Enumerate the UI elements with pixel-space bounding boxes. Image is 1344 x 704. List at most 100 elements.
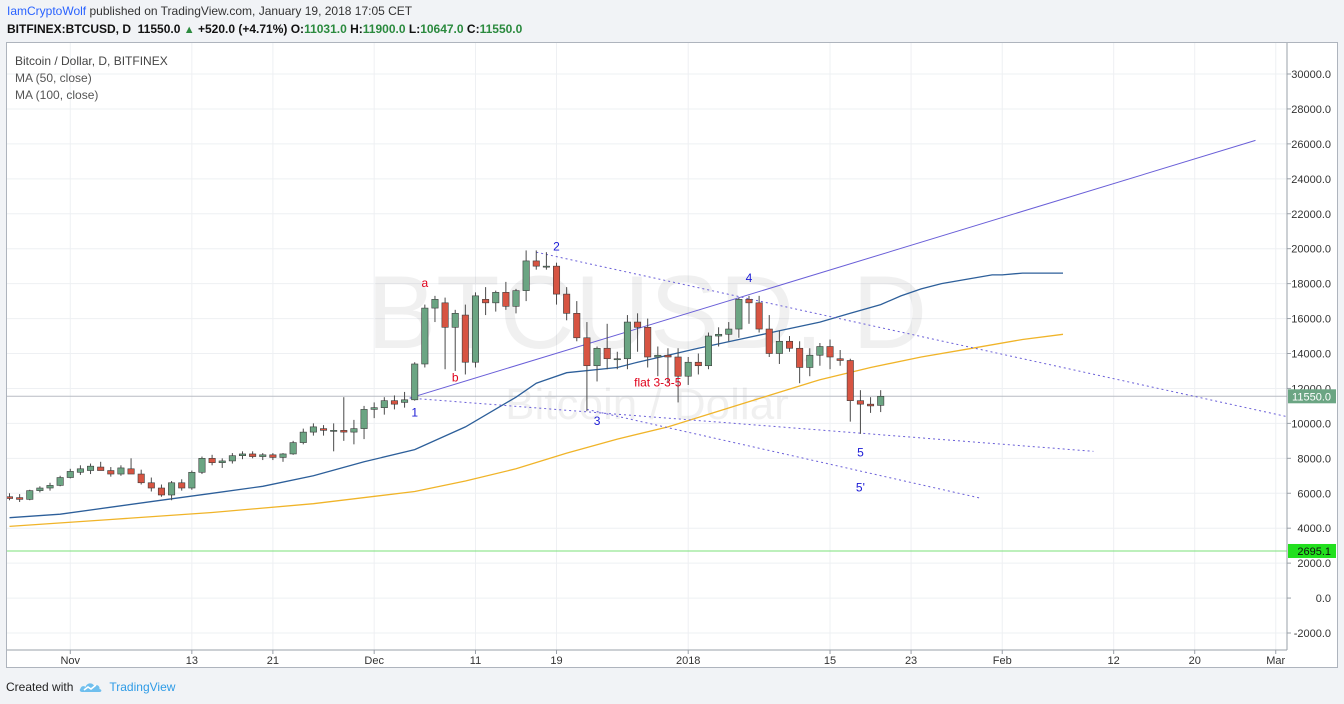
candle-19 — [198, 456, 206, 475]
candle-66 — [674, 348, 682, 403]
time-tick-7: 15 — [824, 655, 836, 667]
candle-78 — [796, 341, 804, 384]
wave-label-1: b — [452, 370, 459, 384]
last-price-badge — [1288, 389, 1336, 404]
candle-17 — [178, 479, 186, 491]
candle-2 — [26, 489, 34, 501]
time-tick-0: Nov — [60, 655, 80, 667]
price-axis: 30000.0 28000.0 26000.0 24000.0 22000.0 20000… — [1286, 43, 1336, 650]
candle-10 — [107, 467, 115, 477]
candle-69 — [704, 332, 712, 370]
legend-ma50: MA (50, close) — [15, 71, 92, 85]
candle-1 — [16, 494, 24, 502]
price-tick-7: 16000.0 — [1291, 314, 1331, 326]
time-tick-5: 19 — [550, 655, 562, 667]
candle-27 — [279, 453, 287, 462]
price-tick-10: 10000.0 — [1291, 418, 1331, 430]
candle-45 — [461, 304, 469, 375]
price-tick-0: 30000.0 — [1291, 69, 1331, 81]
candle-7 — [76, 465, 84, 475]
candle-70 — [715, 327, 723, 347]
open-value: 11031.0 — [304, 22, 347, 36]
price-tick-4: 22000.0 — [1291, 209, 1331, 221]
candle-67 — [684, 356, 692, 385]
time-tick-8: 23 — [905, 655, 917, 667]
price-change: +520.0 (+4.71%) — [197, 22, 288, 36]
candle-35 — [360, 405, 368, 440]
candle-68 — [694, 353, 702, 375]
candles — [7, 250, 885, 502]
price-tick-8: 14000.0 — [1291, 349, 1331, 361]
price-tick-6: 18000.0 — [1291, 279, 1331, 291]
price-tick-12: 6000.0 — [1297, 488, 1331, 500]
candle-60 — [613, 351, 621, 370]
wave-label-2: 1 — [411, 405, 418, 419]
tradingview-brand: TradingView — [109, 680, 176, 694]
low-label: L: — [408, 22, 421, 36]
high-value: 11900.0 — [362, 22, 406, 36]
wave-label-3: 2 — [553, 239, 560, 253]
candle-9 — [97, 461, 105, 471]
candle-86 — [877, 390, 885, 413]
candle-49 — [502, 281, 510, 310]
wave-label-6: flat 3-3-5 — [634, 376, 682, 390]
candle-26 — [269, 453, 277, 461]
time-tick-10: 12 — [1108, 655, 1120, 667]
candle-72 — [735, 297, 743, 338]
author-link[interactable]: IamCryptoWolf — [7, 4, 87, 18]
candle-83 — [846, 358, 854, 422]
wave-label-4: 3 — [594, 414, 601, 428]
price-tick-15: 0.0 — [1316, 593, 1331, 605]
price-tick-14: 2000.0 — [1297, 558, 1331, 570]
candle-41 — [421, 304, 429, 368]
candle-13 — [137, 469, 145, 485]
close-value: 11550.0 — [479, 22, 523, 36]
candle-53 — [542, 252, 550, 270]
candle-23 — [238, 451, 246, 460]
up-arrow-icon: ▲ — [183, 24, 195, 36]
candle-77 — [786, 336, 794, 352]
time-tick-11: 20 — [1189, 655, 1201, 667]
candle-80 — [816, 343, 824, 366]
candle-25 — [259, 453, 267, 461]
candle-82 — [836, 350, 844, 366]
candle-3 — [36, 486, 44, 493]
candle-58 — [593, 346, 601, 382]
candle-22 — [228, 453, 236, 464]
rising-trendline — [409, 139, 1256, 399]
candle-79 — [806, 348, 814, 377]
candle-14 — [147, 477, 155, 492]
tradingview-link[interactable]: TradingView — [79, 680, 175, 694]
price-tick-1: 28000.0 — [1291, 104, 1331, 116]
candle-57 — [583, 322, 591, 412]
candle-30 — [309, 423, 317, 436]
wave-label-7: 5 — [857, 446, 864, 460]
footer: Created with TradingView — [6, 676, 175, 698]
wave-annotations: a b 1 2 3 4 flat 3-3-5 5 5' — [411, 239, 865, 494]
price-tick-5: 20000.0 — [1291, 244, 1331, 256]
candle-28 — [289, 440, 297, 455]
candle-84 — [856, 390, 864, 434]
candle-52 — [532, 250, 540, 270]
candle-62 — [634, 313, 642, 352]
candle-21 — [218, 458, 226, 468]
candle-38 — [390, 395, 398, 410]
time-tick-1: 13 — [186, 655, 198, 667]
candle-47 — [482, 287, 490, 316]
chart-frame[interactable]: BTCUSD, D Bitcoin / Dollar a b 1 2 3 4 flat 3-… — [6, 42, 1338, 668]
time-tick-4: 11 — [470, 655, 481, 667]
candle-32 — [330, 423, 338, 452]
candle-74 — [755, 295, 763, 333]
price-tick-11: 8000.0 — [1297, 453, 1331, 465]
candle-8 — [87, 463, 95, 475]
candle-33 — [340, 397, 348, 441]
candle-11 — [117, 465, 125, 476]
level-badge — [1288, 543, 1336, 558]
candle-46 — [471, 292, 479, 368]
publication-line: IamCryptoWolf published on TradingView.c… — [7, 4, 412, 18]
candle-40 — [411, 362, 419, 401]
candle-43 — [441, 297, 449, 370]
time-tick-2: 21 — [267, 655, 279, 667]
price-tick-2: 26000.0 — [1291, 139, 1331, 151]
